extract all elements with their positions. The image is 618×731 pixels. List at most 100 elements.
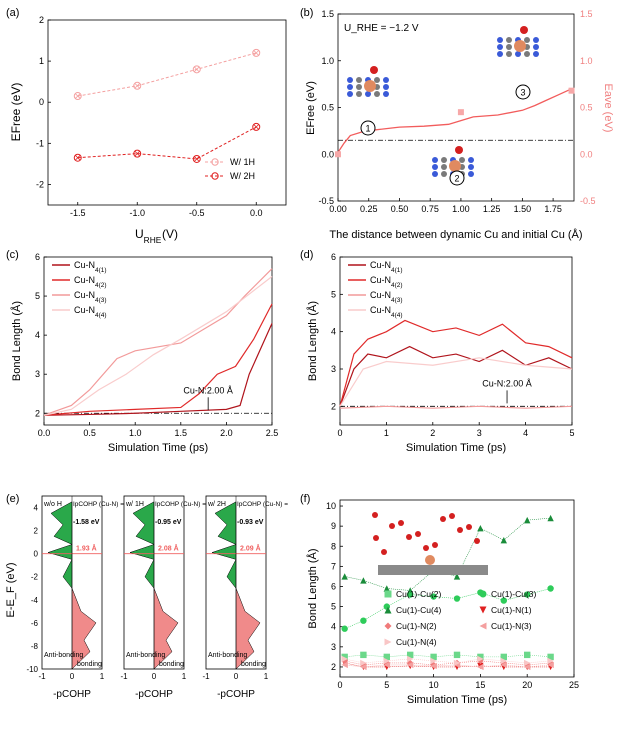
bond-length-label: 2.09 Å bbox=[240, 544, 261, 553]
legend-label: Cu-N4(1) bbox=[370, 260, 403, 274]
legend-label: W/ 1H bbox=[230, 157, 255, 167]
data-point bbox=[252, 48, 261, 57]
y-tick-label: 0 bbox=[34, 550, 39, 559]
cu-atom bbox=[449, 160, 461, 172]
data-marker bbox=[453, 595, 461, 602]
data-point bbox=[192, 65, 201, 74]
y-tick-label: 2 bbox=[34, 527, 39, 536]
bond-series bbox=[43, 303, 273, 416]
y-tick-label: -0.5 bbox=[318, 196, 334, 206]
structure-atom bbox=[356, 84, 362, 90]
structure-atom bbox=[533, 44, 539, 50]
legend-label: Cu-N4(2) bbox=[370, 275, 403, 289]
y-right-tick-label: 0.0 bbox=[580, 149, 593, 159]
y-right-tick-label: 1.0 bbox=[580, 56, 593, 66]
data-point bbox=[133, 149, 142, 158]
data-marker bbox=[360, 659, 367, 667]
y-tick-label: -8 bbox=[31, 642, 39, 651]
plot-frame bbox=[47, 19, 287, 206]
data-marker bbox=[360, 651, 367, 659]
bond-length-label: 1.93 Å bbox=[76, 544, 97, 553]
data-point bbox=[73, 92, 82, 101]
x-tick-label: 10 bbox=[429, 680, 439, 690]
data-marker bbox=[407, 661, 414, 669]
structure-atom bbox=[347, 77, 353, 83]
subpanel-title: w/ 2H bbox=[207, 501, 226, 508]
cu-atom bbox=[364, 80, 376, 92]
legend-label: Cu-N4(4) bbox=[370, 305, 403, 319]
y-tick-label: 1.5 bbox=[321, 9, 334, 19]
bond-series bbox=[43, 323, 273, 416]
structure-atom bbox=[524, 51, 530, 57]
panel-label-a: (a) bbox=[6, 7, 19, 19]
y-tick-label: 3 bbox=[35, 369, 40, 379]
structure-marker-label: 1 bbox=[365, 124, 370, 134]
legend-label: Cu(1)-Cu(3) bbox=[491, 589, 537, 599]
y-tick-label: 4 bbox=[331, 622, 336, 632]
structure-atom bbox=[347, 84, 353, 90]
structure-atom bbox=[533, 37, 539, 43]
structure-atom bbox=[524, 37, 530, 43]
structure-atom bbox=[365, 91, 371, 97]
legend-marker bbox=[384, 590, 392, 598]
x-tick-label: 1 bbox=[384, 428, 389, 438]
structure-marker-label: 3 bbox=[520, 88, 525, 98]
structure-atom bbox=[374, 77, 380, 83]
x-tick-label: 4 bbox=[523, 428, 528, 438]
data-point-cross bbox=[75, 93, 81, 99]
data-marker bbox=[341, 625, 348, 632]
plot-frame bbox=[43, 256, 273, 426]
y-tick-label: 1.0 bbox=[321, 56, 334, 66]
y-tick-label: -2 bbox=[36, 179, 44, 189]
data-marker bbox=[524, 591, 531, 598]
data-marker bbox=[524, 651, 531, 659]
data-marker bbox=[524, 661, 531, 669]
bond-series bbox=[43, 276, 273, 416]
structure-marker bbox=[449, 170, 465, 186]
data-marker bbox=[453, 651, 461, 659]
y-tick-label: 4 bbox=[34, 504, 39, 513]
icohp-value: -0.93 eV bbox=[237, 519, 264, 526]
data-marker bbox=[430, 653, 437, 661]
structure-atom bbox=[383, 91, 389, 97]
legend-label: Cu-N4(4) bbox=[74, 305, 107, 319]
x-tick-label: 1 bbox=[182, 672, 187, 681]
data-point bbox=[133, 81, 142, 90]
y-tick-label: 3 bbox=[331, 642, 336, 652]
data-marker bbox=[500, 659, 507, 667]
data-marker bbox=[341, 573, 348, 580]
data-marker bbox=[383, 659, 390, 667]
data-marker bbox=[477, 524, 484, 532]
x-axis-label: -pCOHP bbox=[135, 689, 173, 700]
x-tick-label: 5 bbox=[569, 428, 574, 438]
potential-annotation: U_RHE = −1.2 V bbox=[344, 23, 419, 34]
data-marker bbox=[360, 663, 367, 671]
data-marker bbox=[383, 653, 390, 661]
water-molecule bbox=[372, 512, 378, 518]
x-tick-label: 0.75 bbox=[421, 204, 439, 214]
free-energy-point bbox=[335, 151, 341, 158]
data-marker bbox=[360, 661, 367, 669]
structure-atom bbox=[383, 77, 389, 83]
data-marker bbox=[341, 657, 348, 665]
data-point-cross bbox=[253, 50, 259, 56]
structure-atom bbox=[356, 91, 362, 97]
data-marker bbox=[407, 655, 414, 663]
data-marker bbox=[453, 659, 461, 667]
x-tick-label: -1 bbox=[120, 672, 128, 681]
x-tick-label: 0 bbox=[70, 672, 75, 681]
y-tick-label: 5 bbox=[331, 602, 336, 612]
x-tick-label: 0 bbox=[337, 680, 342, 690]
y-right-axis-label: Eave (eV) bbox=[602, 84, 614, 133]
x-tick-label: -1 bbox=[38, 672, 46, 681]
y-tick-label: 6 bbox=[35, 252, 40, 262]
structure-marker-label: 2 bbox=[454, 174, 459, 184]
x-axis-label: -pCOHP bbox=[53, 689, 91, 700]
legend-marker bbox=[479, 590, 487, 598]
x-tick-label: 0.0 bbox=[250, 208, 263, 218]
data-marker bbox=[430, 657, 437, 665]
data-marker bbox=[500, 537, 507, 544]
bond-series bbox=[339, 405, 573, 409]
structure-atom bbox=[468, 164, 474, 170]
structure-atom bbox=[468, 171, 474, 177]
